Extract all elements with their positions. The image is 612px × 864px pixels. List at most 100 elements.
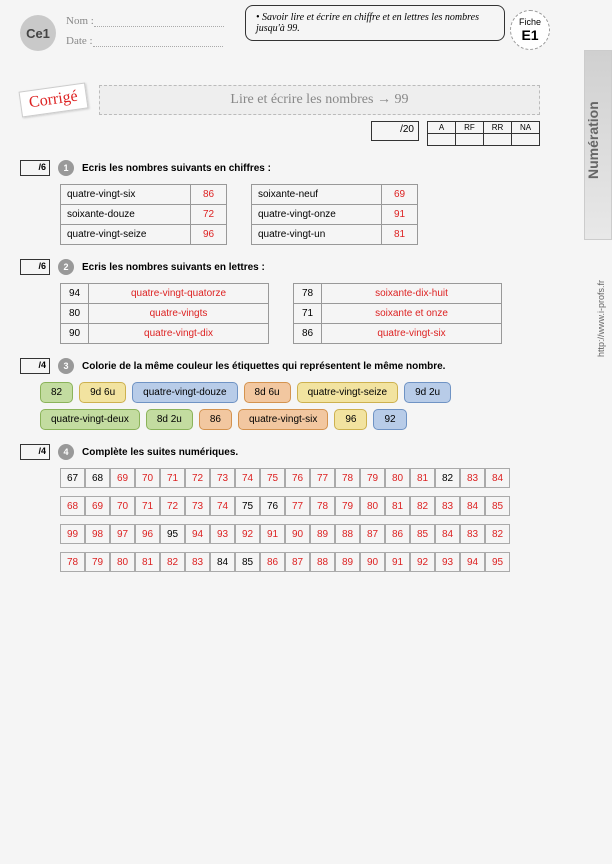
num-cell: 86	[191, 185, 227, 205]
seq-cell: 76	[260, 496, 285, 516]
seq-cell: 89	[335, 552, 360, 572]
ex3-instruction: Colorie de la même couleur les étiquette…	[82, 361, 445, 372]
color-tag: quatre-vingt-deux	[40, 409, 140, 430]
seq-cell: 76	[285, 468, 310, 488]
seq-cell: 74	[235, 468, 260, 488]
seq-cell: 67	[60, 468, 85, 488]
seq-cell: 92	[235, 524, 260, 544]
word-cell: quatre-vingt-onze	[252, 205, 382, 225]
sequence-row: 999897969594939291908988878685848382	[60, 524, 540, 544]
ex1-number: 1	[58, 160, 74, 176]
seq-cell: 69	[85, 496, 110, 516]
color-tag: 8d 6u	[244, 382, 291, 403]
ex2-score: /6	[20, 259, 50, 275]
word-cell: quatre-vingt-un	[252, 225, 382, 245]
seq-cell: 91	[385, 552, 410, 572]
seq-cell: 71	[160, 468, 185, 488]
objective-box: • Savoir lire et écrire en chiffre et en…	[245, 5, 505, 41]
seq-cell: 84	[435, 524, 460, 544]
seq-cell: 90	[360, 552, 385, 572]
ex4-instruction: Complète les suites numériques.	[82, 447, 238, 458]
sidebar-label: Numération	[584, 50, 612, 240]
ex4-number: 4	[58, 444, 74, 460]
num-cell: 69	[382, 185, 418, 205]
seq-cell: 80	[385, 468, 410, 488]
word-cell: quatre-vingt-quatorze	[89, 284, 269, 304]
ex1-table-left: quatre-vingt-six86soixante-douze72quatre…	[60, 184, 227, 245]
seq-cell: 95	[160, 524, 185, 544]
word-cell: soixante-dix-huit	[322, 284, 502, 304]
grade-badge: Ce1	[20, 15, 56, 51]
num-cell: 86	[294, 324, 322, 344]
exercise-3: /4 3 Colorie de la même couleur les étiq…	[20, 358, 540, 430]
word-cell: quatre-vingt-six	[61, 185, 191, 205]
word-cell: quatre-vingt-seize	[61, 225, 191, 245]
nom-field[interactable]	[94, 17, 224, 27]
seq-cell: 94	[460, 552, 485, 572]
ex4-score: /4	[20, 444, 50, 460]
seq-cell: 94	[185, 524, 210, 544]
seq-cell: 98	[85, 524, 110, 544]
seq-cell: 70	[135, 468, 160, 488]
total-score: /20	[371, 121, 419, 141]
seq-cell: 78	[310, 496, 335, 516]
seq-cell: 84	[485, 468, 510, 488]
seq-cell: 83	[435, 496, 460, 516]
ex2-instruction: Ecris les nombres suivants en lettres :	[82, 262, 265, 273]
seq-cell: 72	[185, 468, 210, 488]
seq-cell: 71	[135, 496, 160, 516]
num-cell: 71	[294, 304, 322, 324]
seq-cell: 81	[410, 468, 435, 488]
eval-header: A	[428, 122, 456, 134]
ex3-number: 3	[58, 358, 74, 374]
seq-cell: 88	[335, 524, 360, 544]
seq-cell: 96	[135, 524, 160, 544]
eval-header: RR	[484, 122, 512, 134]
seq-cell: 77	[310, 468, 335, 488]
color-tag: 86	[199, 409, 232, 430]
seq-cell: 87	[360, 524, 385, 544]
color-tag: quatre-vingt-douze	[132, 382, 237, 403]
num-cell: 91	[382, 205, 418, 225]
seq-cell: 81	[135, 552, 160, 572]
exercise-4: /4 4 Complète les suites numériques. 676…	[20, 444, 540, 572]
seq-cell: 77	[285, 496, 310, 516]
source-url: http://www.i-profs.fr	[596, 280, 606, 357]
color-tag: 82	[40, 382, 73, 403]
seq-cell: 97	[110, 524, 135, 544]
eval-table: ARFRRNA	[427, 121, 540, 146]
seq-cell: 85	[410, 524, 435, 544]
corrige-stamp: Corrigé	[19, 82, 89, 117]
seq-cell: 69	[110, 468, 135, 488]
eval-header: RF	[456, 122, 484, 134]
seq-cell: 90	[285, 524, 310, 544]
color-tag: quatre-vingt-six	[238, 409, 328, 430]
seq-cell: 83	[185, 552, 210, 572]
sequence-row: 676869707172737475767778798081828384	[60, 468, 540, 488]
word-cell: soixante-neuf	[252, 185, 382, 205]
color-tag: 92	[373, 409, 406, 430]
nom-label: Nom :	[66, 15, 94, 27]
word-cell: soixante et onze	[322, 304, 502, 324]
color-tag: 8d 2u	[146, 409, 193, 430]
seq-cell: 75	[260, 468, 285, 488]
seq-cell: 74	[210, 496, 235, 516]
seq-cell: 68	[85, 468, 110, 488]
color-tag: 9d 2u	[404, 382, 451, 403]
seq-cell: 80	[110, 552, 135, 572]
worksheet-page: • Savoir lire et écrire en chiffre et en…	[0, 0, 560, 595]
seq-cell: 86	[260, 552, 285, 572]
name-date-block: Nom : Date :	[66, 15, 224, 55]
seq-cell: 85	[235, 552, 260, 572]
ex1-table-right: soixante-neuf69quatre-vingt-onze91quatre…	[251, 184, 418, 245]
seq-cell: 92	[410, 552, 435, 572]
date-field[interactable]	[93, 37, 223, 47]
seq-cell: 85	[485, 496, 510, 516]
seq-cell: 72	[160, 496, 185, 516]
word-cell: quatre-vingt-six	[322, 324, 502, 344]
seq-cell: 93	[435, 552, 460, 572]
num-cell: 80	[61, 304, 89, 324]
ex3-score: /4	[20, 358, 50, 374]
ex2-table-right: 78soixante-dix-huit71soixante et onze86q…	[293, 283, 502, 344]
seq-cell: 78	[335, 468, 360, 488]
